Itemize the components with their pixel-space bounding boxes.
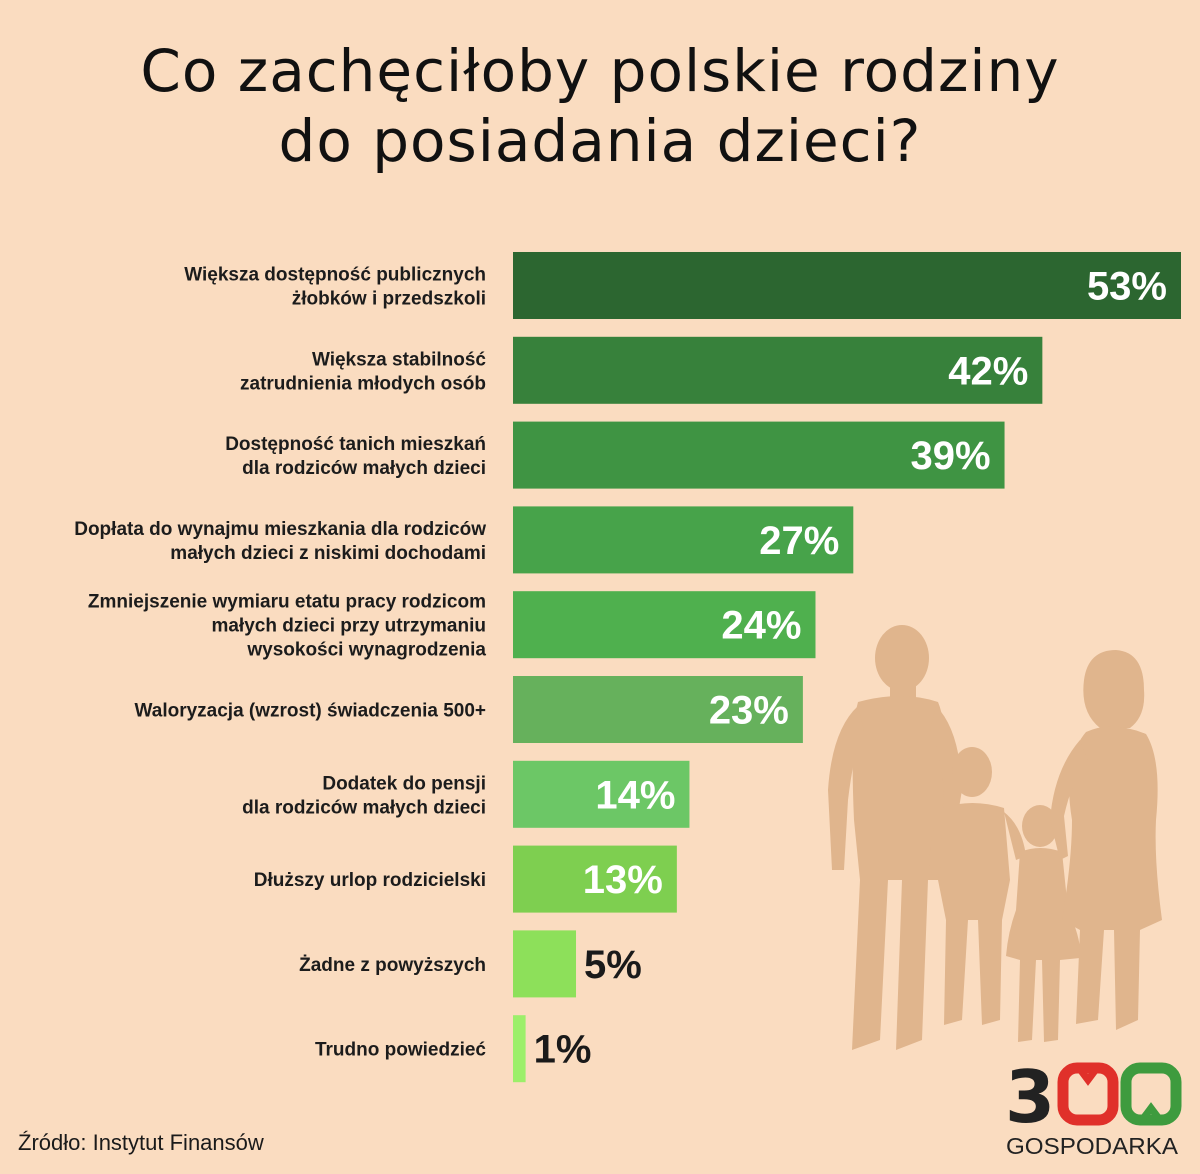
bar-10 (513, 1015, 526, 1083)
value-label-7: 14% (595, 773, 675, 817)
category-label-line: Większa stabilność (312, 349, 486, 370)
category-label-line: Większa dostępność publicznych (184, 265, 486, 286)
bar-4 (513, 506, 854, 574)
category-label-line: żłobków i przedszkoli (292, 289, 486, 310)
category-label-line: Dopłata do wynajmu mieszkania dla rodzic… (74, 519, 486, 540)
family-silhouette-icon (828, 625, 1162, 1050)
bar-3 (513, 421, 1005, 489)
chart-title-line-2: do posiadania dzieci? (278, 107, 922, 175)
value-label-5: 24% (721, 604, 801, 648)
value-label-3: 39% (910, 434, 990, 478)
bar-8 (513, 845, 677, 913)
chart-title-line-1: Co zachęciłoby polskie rodziny (140, 37, 1060, 105)
category-label-line: wysokości wynagrodzenia (246, 640, 486, 661)
chart-title: Co zachęciłoby polskie rodziny do posiad… (0, 36, 1200, 176)
value-label-4: 27% (759, 519, 839, 563)
category-label-line: Zmniejszenie wymiaru etatu pracy rodzico… (88, 592, 486, 613)
source-note: Źródło: Instytut Finansów (18, 1130, 264, 1155)
value-label-1: 53% (1087, 265, 1167, 309)
logo-text: GOSPODARKA (1006, 1133, 1179, 1159)
category-label-line: dla rodziców małych dzieci (242, 797, 486, 818)
category-label-line: Dostępność tanich mieszkań (225, 434, 486, 455)
category-label-8: Dłuższy urlop rodzicielski (254, 870, 486, 891)
category-label-line: małych dzieci przy utrzymaniu (211, 616, 486, 637)
category-label-5: Zmniejszenie wymiaru etatu pracy rodzico… (88, 592, 487, 661)
category-label-line: Żadne z powyższych (299, 955, 486, 976)
category-label-line: małych dzieci z niskimi dochodami (170, 543, 486, 564)
category-label-3: Dostępność tanich mieszkań dla rodziców m… (225, 434, 486, 479)
category-label-line: Dodatek do pensji (322, 773, 486, 794)
gospodarka-logo: 3 GOSPODARKA (1005, 1062, 1182, 1159)
bars-layer: Większa dostępność publicznych żłobków i … (74, 252, 1181, 1083)
category-label-line: Dłuższy urlop rodzicielski (254, 870, 486, 891)
category-label-1: Większa dostępność publicznych żłobków i … (184, 265, 486, 310)
value-label-9: 5% (584, 943, 642, 987)
bar-1 (513, 252, 1181, 319)
category-label-7: Dodatek do pensji dla rodziców małych dzi… (242, 773, 486, 818)
category-label-9: Żadne z powyższych (299, 955, 486, 976)
category-label-line: Waloryzacja (wzrost) świadczenia 500+ (135, 701, 486, 722)
bar-7 (513, 760, 690, 828)
bar-2 (513, 336, 1043, 404)
bar-chart: Większa dostępność publicznych żłobków i … (74, 252, 1181, 1083)
svg-text:3: 3 (1005, 1062, 1055, 1139)
bar-9 (513, 930, 577, 998)
value-label-2: 42% (948, 349, 1028, 393)
category-label-4: Dopłata do wynajmu mieszkania dla rodzic… (74, 519, 486, 564)
value-label-8: 13% (583, 858, 663, 902)
category-label-line: Trudno powiedzieć (315, 1040, 486, 1061)
category-label-2: Większa stabilność zatrudnienia młodych o… (240, 349, 486, 394)
bar-5 (513, 591, 816, 659)
value-label-6: 23% (709, 689, 789, 733)
value-label-10: 1% (534, 1028, 592, 1072)
category-label-6: Waloryzacja (wzrost) świadczenia 500+ (135, 701, 486, 722)
category-label-line: zatrudnienia młodych osób (240, 373, 486, 394)
category-label-line: dla rodziców małych dzieci (242, 458, 486, 479)
bar-6 (513, 676, 803, 743)
category-label-10: Trudno powiedzieć (315, 1040, 486, 1061)
